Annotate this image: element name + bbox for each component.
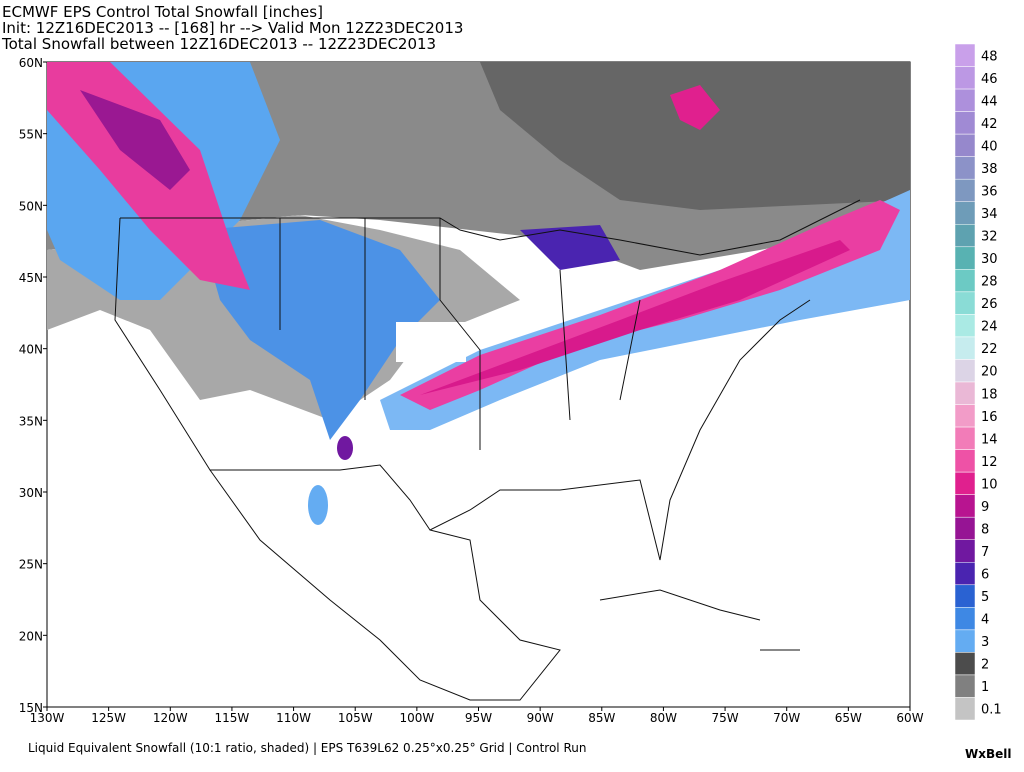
colorbar-label: 42 (981, 117, 998, 132)
colorbar-label: 36 (981, 184, 998, 199)
colorbar-swatch (954, 246, 976, 270)
colorbar-swatch (954, 381, 976, 405)
borders (114, 199, 861, 701)
colorbar-swatch (954, 629, 976, 653)
colorbar-swatch (954, 178, 976, 202)
colorbar-swatch (954, 426, 976, 450)
colorbar-swatch (954, 336, 976, 360)
lon-label: 60W (896, 711, 923, 725)
colorbar-label: 5 (981, 590, 989, 605)
colorbar-swatch (954, 43, 976, 67)
snow-shading (47, 62, 910, 525)
colorbar-swatch (954, 314, 976, 338)
colorbar-swatch (954, 562, 976, 586)
colorbar-label: 46 (981, 72, 998, 87)
colorbar-label: 12 (981, 455, 998, 470)
colorbar-label: 1 (981, 680, 989, 695)
lat-label: 50N (19, 199, 43, 213)
colorbar-swatch (954, 224, 976, 248)
colorbar-label: 9 (981, 500, 989, 515)
colorbar-label: 8 (981, 522, 989, 537)
colorbar-swatch (954, 156, 976, 180)
colorbar-label: 40 (981, 139, 998, 154)
colorbar-label: 20 (981, 365, 998, 380)
colorbar-label: 0.1 (981, 703, 1002, 718)
lat-label: 30N (19, 486, 43, 500)
colorbar-label: 32 (981, 230, 998, 245)
header-line: Total Snowfall between 12Z16DEC2013 -- 1… (1, 35, 436, 53)
lon-label: 110W (276, 711, 311, 725)
lon-label: 105W (338, 711, 373, 725)
header-line: ECMWF EPS Control Total Snowfall [inches… (2, 3, 323, 21)
colorbar-swatch (954, 516, 976, 540)
colorbar-label: 24 (981, 320, 998, 335)
lat-label: 15N (19, 701, 43, 715)
lon-label: 80W (650, 711, 677, 725)
colorbar-swatch (954, 584, 976, 608)
colorbar-label: 2 (981, 658, 989, 673)
lat-label: 25N (19, 558, 43, 572)
lon-label: 130W (30, 711, 65, 725)
colorbar-swatch (954, 88, 976, 112)
colorbar-label: 10 (981, 477, 998, 492)
lat-label: 40N (19, 343, 43, 357)
lat-label: 35N (19, 414, 43, 428)
lat-label: 20N (19, 629, 43, 643)
colorbar-swatch (954, 652, 976, 676)
lat-label: 45N (19, 271, 43, 285)
colorbar-swatch (954, 697, 976, 721)
colorbar-label: 44 (981, 94, 998, 109)
colorbar-swatch (954, 201, 976, 225)
lon-label: 85W (588, 711, 615, 725)
colorbar-label: 6 (981, 568, 989, 583)
lon-label: 115W (215, 711, 250, 725)
header: ECMWF EPS Control Total Snowfall [inches… (1, 3, 463, 53)
colorbar-label: 30 (981, 252, 998, 267)
colorbar-swatch (954, 539, 976, 563)
colorbar-swatch (954, 404, 976, 428)
colorbar-label: 7 (981, 545, 989, 560)
lon-label: 100W (399, 711, 434, 725)
colorbar-swatch (954, 449, 976, 473)
colorbar-swatch (954, 471, 976, 495)
lon-label: 75W (712, 711, 739, 725)
colorbar-label: 18 (981, 387, 998, 402)
colorbar-swatch (954, 66, 976, 90)
lon-label: 125W (91, 711, 126, 725)
colorbar-label: 28 (981, 275, 998, 290)
colorbar-label: 48 (981, 49, 998, 64)
lon-label: 120W (153, 711, 188, 725)
colorbar-swatch (954, 291, 976, 315)
colorbar-swatch (954, 269, 976, 293)
lon-label: 90W (527, 711, 554, 725)
colorbar-label: 38 (981, 162, 998, 177)
lon-label: 95W (465, 711, 492, 725)
colorbar-label: 16 (981, 410, 998, 425)
colorbar-label: 3 (981, 635, 989, 650)
colorbar-label: 14 (981, 432, 998, 447)
colorbar-label: 22 (981, 342, 998, 357)
colorbar-swatch (954, 111, 976, 135)
colorbar-swatch (954, 133, 976, 157)
logo: WxBell (965, 747, 1012, 761)
colorbar-swatch (954, 359, 976, 383)
lon-label: 65W (835, 711, 862, 725)
footer: Liquid Equivalent Snowfall (10:1 ratio, … (28, 741, 1012, 761)
colorbar-swatch (954, 607, 976, 631)
colorbar-swatch (954, 674, 976, 698)
header-line: Init: 12Z16DEC2013 -- [168] hr --> Valid… (2, 19, 463, 37)
lat-label: 60N (19, 56, 43, 70)
colorbar-label: 34 (981, 207, 998, 222)
colorbar-swatch (954, 494, 976, 518)
colorbar: 4846444240383634323028262422201816141210… (954, 43, 1002, 721)
lon-label: 70W (773, 711, 800, 725)
colorbar-label: 4 (981, 613, 989, 628)
footer-text: Liquid Equivalent Snowfall (10:1 ratio, … (28, 741, 586, 755)
lat-label: 55N (19, 128, 43, 142)
colorbar-label: 26 (981, 297, 998, 312)
